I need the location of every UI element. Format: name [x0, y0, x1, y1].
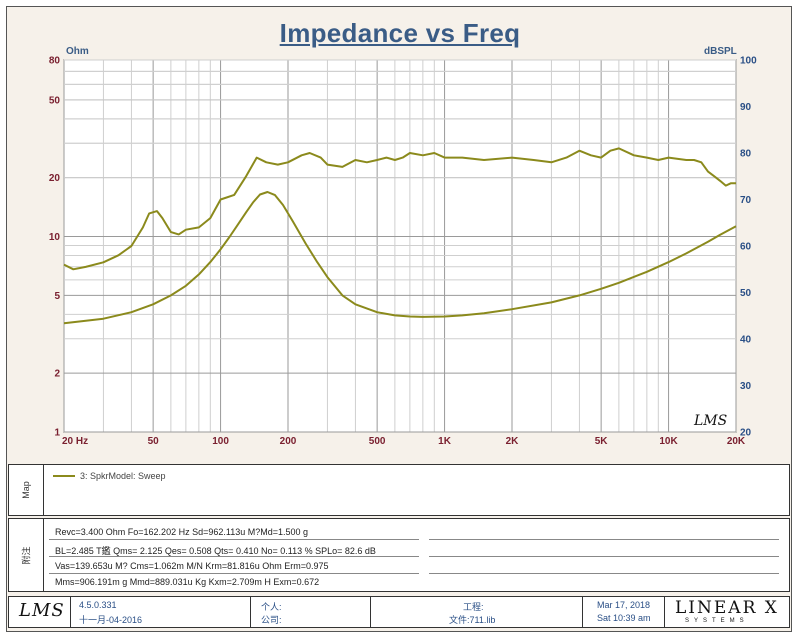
file-label: 文件:711.lib: [449, 615, 496, 625]
x-tick-label: 500: [369, 436, 386, 447]
divider: [429, 556, 779, 557]
y-right-tick-label: 20: [740, 428, 752, 439]
y-right-tick-label: 30: [740, 381, 752, 392]
y-right-tick-label: 60: [740, 242, 752, 253]
divider: [49, 539, 419, 540]
time-text: Sat 10:39 am: [597, 613, 651, 623]
x-tick-label: 1K: [438, 436, 452, 447]
footer-project-cell: 工程: 文件:711.lib: [371, 597, 583, 627]
x-tick-label: 100: [212, 436, 229, 447]
x-tick-label: 10K: [659, 436, 678, 447]
watermark-logo: LMS: [693, 413, 727, 429]
x-tick-label: 2K: [506, 436, 520, 447]
legend-swatch: [53, 475, 75, 477]
y-left-tick-label: 5: [54, 291, 60, 302]
divider: [429, 539, 779, 540]
grid: [63, 59, 737, 433]
x-tick-label: 20K: [727, 436, 746, 447]
y-right-tick-label: 100: [740, 56, 757, 67]
map-panel-label: Map: [9, 465, 44, 515]
spl-curve: [63, 147, 736, 271]
series-layer: [63, 147, 737, 325]
y-right-tick-label: 50: [740, 288, 752, 299]
param-line-3: Vas=139.653u M? Cms=1.062m M/N Krm=81.81…: [55, 561, 329, 571]
param-line-4: Mms=906.191m g Mmd=889.031u Kg Kxm=2.709…: [55, 577, 320, 587]
y-left-tick-label: 10: [49, 232, 61, 243]
x-tick-label: 5K: [595, 436, 609, 447]
legend-label: 3: SpkrModel: Sweep: [80, 471, 166, 481]
brand-subtitle: SYSTEMS: [685, 618, 749, 624]
y-left-tick-label: 1: [54, 428, 60, 439]
date-text: Mar 17, 2018: [597, 600, 651, 610]
footer-logo-cell: LMS: [9, 597, 71, 627]
divider: [49, 573, 419, 574]
project-label: 工程:: [463, 602, 484, 612]
y-right-tick-label: 40: [740, 335, 752, 346]
impedance-chart: 20 Hz 50 100 200 500 1K 2K 5K 10K 20K 1 2 5 10 20 50 80 2…: [49, 56, 757, 448]
version-text: 4.5.0.331: [79, 600, 117, 610]
tick-labels: 20 Hz 50 100 200 500 1K 2K 5K 10K 20K 1 2 5 10 20 50 80 2…: [49, 56, 757, 448]
x-tick-label: 50: [148, 436, 160, 447]
footer-version-cell: 4.5.0.331 十一月-04-2016: [71, 597, 251, 627]
person-label: 个人:: [261, 602, 282, 612]
left-axis-unit: Ohm: [66, 46, 89, 57]
legend-entry[interactable]: 3: SpkrModel: Sweep: [53, 471, 166, 481]
build-date-text: 十一月-04-2016: [79, 615, 143, 625]
x-tick-label: 200: [280, 436, 297, 447]
company-label: 公司:: [261, 615, 282, 625]
plot-area: [63, 59, 737, 433]
brand-logo: LINEAR X: [675, 598, 779, 618]
notes-panel-label: 附注: [9, 519, 44, 591]
y-right-tick-label: 90: [740, 102, 752, 113]
chart-title: Impedance vs Freq: [279, 18, 521, 48]
footer-bar: LMS 4.5.0.331 十一月-04-2016 个人: 公司: 工程: 文件…: [8, 596, 790, 628]
footer-brand-cell: LINEAR X SYSTEMS: [665, 597, 789, 627]
lms-logo: LMS: [19, 600, 65, 621]
param-line-1: Revc=3.400 Ohm Fo=162.202 Hz Sd=962.113u…: [55, 527, 309, 537]
footer-date-cell: Mar 17, 2018 Sat 10:39 am: [583, 597, 665, 627]
y-left-tick-label: 80: [49, 56, 61, 67]
map-panel: Map 3: SpkrModel: Sweep: [8, 464, 790, 516]
divider: [49, 556, 419, 557]
y-left-tick-label: 50: [49, 95, 61, 106]
notes-panel: 附注 Revc=3.400 Ohm Fo=162.202 Hz Sd=962.1…: [8, 518, 790, 592]
impedance-curve: [63, 191, 737, 325]
y-right-tick-label: 80: [740, 149, 752, 160]
x-tick-label: 20 Hz: [62, 436, 88, 447]
footer-person-cell: 个人: 公司:: [251, 597, 371, 627]
y-left-tick-label: 2: [54, 369, 60, 380]
divider: [429, 573, 779, 574]
y-left-tick-label: 20: [49, 173, 61, 184]
y-right-tick-label: 70: [740, 195, 752, 206]
right-axis-unit: dBSPL: [704, 46, 737, 57]
param-line-2: BL=2.485 T鑑 Qms= 2.125 Qes= 0.508 Qts= 0…: [55, 546, 376, 556]
